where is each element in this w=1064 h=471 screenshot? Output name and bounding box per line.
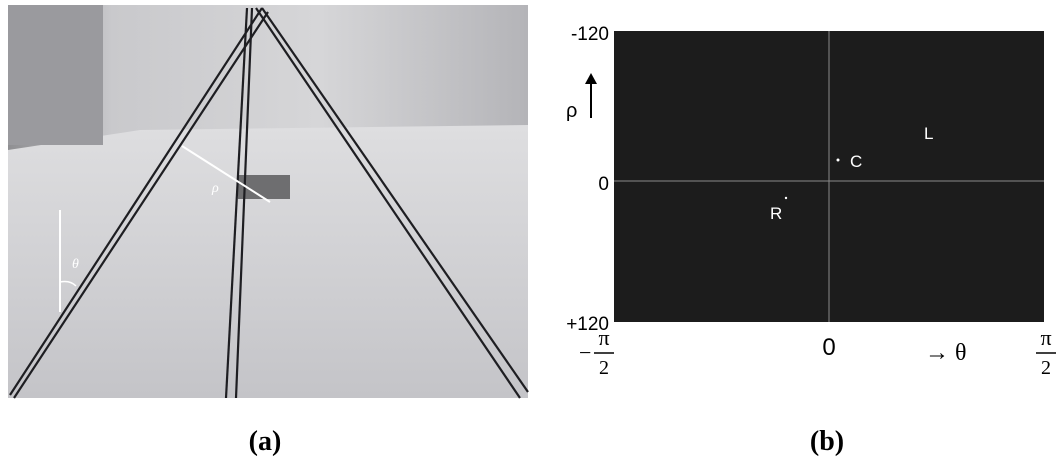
point-label: L — [924, 124, 933, 143]
point-label: R — [770, 204, 782, 223]
point — [785, 197, 787, 199]
axis-label: ρ — [566, 100, 577, 122]
point — [837, 159, 840, 162]
theta-label: θ — [72, 257, 79, 272]
x-label-den: 2 — [599, 357, 609, 379]
figure: ρ θ (a) C L R -120 0 +120 ρ − π 2 0 → θ … — [0, 0, 1064, 471]
y-label: -120 — [571, 24, 609, 45]
page: ρ θ (a) C L R -120 0 +120 ρ − π 2 0 → θ … — [0, 0, 1064, 471]
rho-label: ρ — [211, 181, 219, 196]
x-label-num: π — [1040, 325, 1051, 350]
y-label: 0 — [598, 174, 609, 195]
photo: ρ θ — [8, 5, 528, 398]
floor — [8, 125, 528, 398]
x-label-den: 2 — [1041, 357, 1051, 379]
wall-shadow — [8, 5, 103, 145]
x-label-num: π — [598, 325, 609, 350]
caption: (b) — [810, 426, 844, 457]
x-label-sign: − — [579, 340, 591, 365]
point-label: C — [850, 152, 862, 171]
axis-label: → θ — [925, 340, 967, 366]
x-label: 0 — [822, 334, 835, 361]
arrow-head — [585, 73, 597, 84]
caption: (a) — [249, 426, 282, 457]
hough-space: C L R — [614, 31, 1044, 322]
